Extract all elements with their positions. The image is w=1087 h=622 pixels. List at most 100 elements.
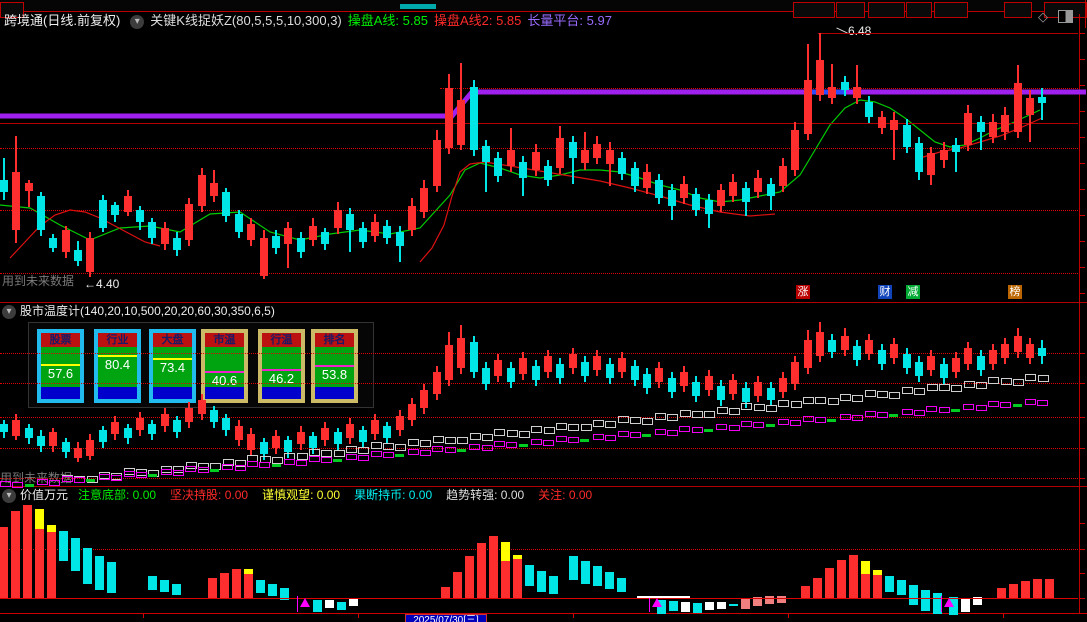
temp-series-magenta xyxy=(568,437,579,443)
signal-value: 果断持币: 0.00 xyxy=(354,488,433,502)
histogram-bar xyxy=(337,602,346,610)
category-badge[interactable]: 涨 xyxy=(796,285,810,299)
temp-series-green xyxy=(25,484,34,487)
candle xyxy=(272,236,280,248)
candle xyxy=(309,436,317,448)
candle xyxy=(482,146,490,162)
temp-series-white xyxy=(988,377,999,384)
menu-tab[interactable] xyxy=(836,2,865,18)
candle xyxy=(309,226,317,240)
candle xyxy=(729,182,737,196)
temp-series-magenta xyxy=(358,455,369,461)
menu-tab[interactable] xyxy=(934,2,968,18)
layout-panel-icon[interactable] xyxy=(1058,10,1073,23)
candle xyxy=(408,404,416,420)
candle xyxy=(198,400,206,414)
histogram-bar xyxy=(813,578,822,598)
temp-series-white xyxy=(680,410,691,417)
axis-tick xyxy=(1080,417,1085,418)
candle xyxy=(334,210,342,228)
grid-line xyxy=(0,273,1078,274)
histogram-bar xyxy=(244,569,253,574)
temp-series-magenta xyxy=(284,459,295,465)
candle xyxy=(816,332,824,356)
histogram-bar xyxy=(753,597,762,606)
future-data-note: 用到未来数据 xyxy=(2,274,75,288)
temp-series-magenta xyxy=(877,412,888,418)
category-badge[interactable]: 榜 xyxy=(1008,285,1022,299)
candle xyxy=(927,356,935,370)
candle xyxy=(791,362,799,384)
candle xyxy=(668,190,676,206)
temp-series-white xyxy=(173,466,184,473)
histogram-bar xyxy=(525,565,534,586)
menu-tab[interactable] xyxy=(1004,2,1032,18)
histogram-bar xyxy=(11,511,20,598)
temp-series-magenta xyxy=(865,411,876,417)
temp-series-white xyxy=(1001,378,1012,385)
category-badge[interactable]: 减 xyxy=(906,285,920,299)
candle xyxy=(346,424,354,438)
indicator-value: 操盘A线2: 5.85 xyxy=(433,13,522,28)
candle xyxy=(890,344,898,358)
high-price-label: 6.48 xyxy=(848,24,872,38)
grid-line xyxy=(0,210,1078,211)
candle xyxy=(284,440,292,452)
temp-series-magenta xyxy=(371,451,382,457)
axis-tick xyxy=(1080,33,1085,34)
candle xyxy=(903,125,911,147)
histogram-bar xyxy=(605,572,614,589)
temp-series-magenta xyxy=(0,481,11,487)
histogram-bar xyxy=(313,600,322,612)
candle xyxy=(1026,344,1034,358)
histogram-bar xyxy=(693,603,702,613)
candle xyxy=(272,436,280,448)
candle xyxy=(1001,115,1009,132)
candle xyxy=(25,183,33,191)
menu-bar xyxy=(0,0,1087,18)
temp-series-magenta xyxy=(235,465,246,471)
menu-tab[interactable] xyxy=(793,2,835,18)
grid-line xyxy=(818,33,1078,34)
candle xyxy=(111,422,119,434)
candle-wick xyxy=(980,116,982,150)
axis-tick xyxy=(1080,293,1085,294)
panel-divider xyxy=(0,486,1087,487)
menu-tab[interactable] xyxy=(0,2,24,18)
axis-tick xyxy=(1080,241,1085,242)
histogram-bar xyxy=(441,587,450,598)
candle xyxy=(445,88,453,148)
temp-series-magenta xyxy=(790,420,801,426)
candle xyxy=(210,183,218,196)
temp-series-white xyxy=(531,426,542,433)
chevron-down-icon[interactable]: ▾ xyxy=(2,488,16,503)
chevron-down-icon[interactable]: ▾ xyxy=(2,304,16,319)
candle xyxy=(977,356,985,370)
menu-tab[interactable] xyxy=(906,2,932,18)
temp-series-white xyxy=(568,424,579,431)
temp-series-magenta xyxy=(963,404,974,410)
temp-series-white xyxy=(223,459,234,466)
histogram-bar xyxy=(909,585,918,605)
candle xyxy=(853,346,861,360)
candle xyxy=(692,382,700,396)
temp-series-green xyxy=(272,464,281,467)
histogram-bar xyxy=(973,597,982,605)
temp-series-magenta xyxy=(74,477,85,483)
temp-series-white xyxy=(655,413,666,420)
candle xyxy=(260,238,268,276)
temp-series-white xyxy=(889,392,900,399)
candle xyxy=(717,386,725,400)
chevron-down-icon[interactable]: ▾ xyxy=(130,14,145,29)
temp-series-white xyxy=(667,414,678,421)
candle xyxy=(804,80,812,134)
menu-tab[interactable] xyxy=(868,2,905,18)
candle xyxy=(433,140,441,186)
histogram-bar xyxy=(933,593,942,614)
diamond-icon[interactable]: ◇ xyxy=(1038,9,1048,24)
candle xyxy=(99,200,107,228)
candle xyxy=(668,378,676,392)
category-badge[interactable]: 财 xyxy=(878,285,892,299)
temp-series-white xyxy=(470,433,481,440)
